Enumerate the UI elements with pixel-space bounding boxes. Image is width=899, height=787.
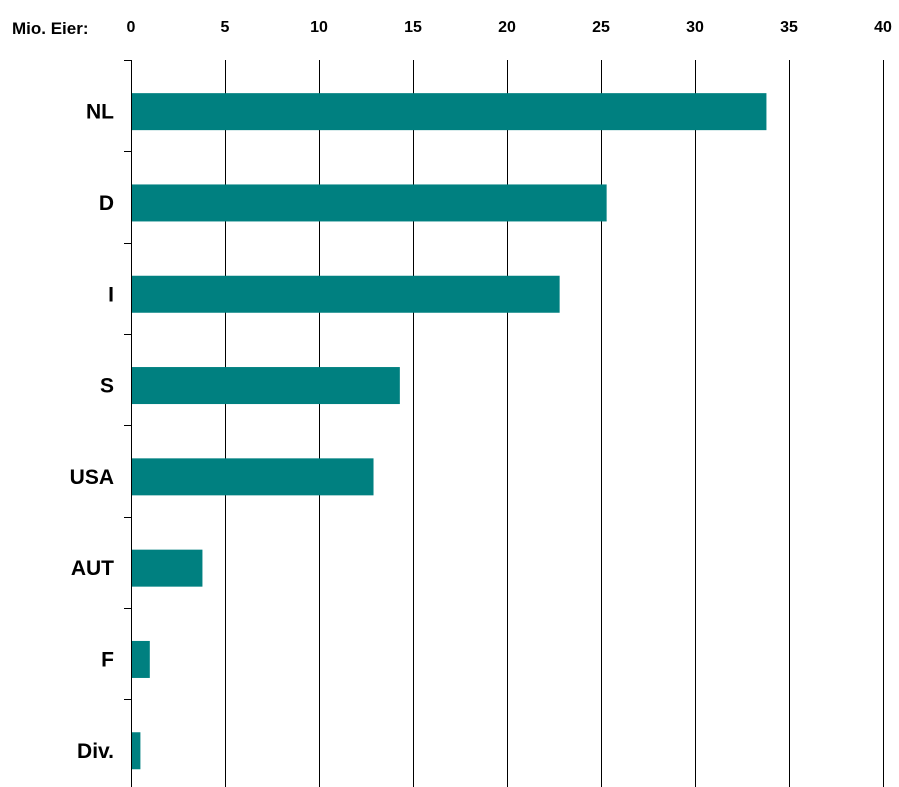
x-tick-label-40: 40 — [874, 19, 892, 36]
bar-usa — [131, 458, 374, 496]
bar-nl — [131, 93, 767, 131]
category-label-f: F — [101, 648, 114, 671]
x-tick-labels: 0 5 10 15 20 25 30 35 40 — [127, 19, 892, 36]
bar-div — [131, 732, 141, 770]
bar-d — [131, 184, 607, 222]
x-axis-unit-label: Mio. Eier: — [12, 19, 89, 38]
category-label-nl: NL — [86, 101, 114, 124]
bar-aut — [131, 549, 203, 587]
x-tick-label-5: 5 — [221, 19, 230, 36]
x-tick-label-35: 35 — [780, 19, 798, 36]
x-tick-label-30: 30 — [686, 19, 704, 36]
bars — [131, 93, 767, 770]
category-label-d: D — [99, 192, 114, 215]
x-tick-label-0: 0 — [127, 19, 136, 36]
x-tick-label-10: 10 — [310, 19, 328, 36]
category-axis — [124, 60, 132, 787]
bar-i — [131, 275, 560, 313]
bar-s — [131, 367, 400, 405]
gridlines — [225, 60, 884, 787]
x-tick-label-20: 20 — [498, 19, 516, 36]
x-tick-label-15: 15 — [404, 19, 422, 36]
bar-f — [131, 640, 150, 678]
category-label-aut: AUT — [71, 557, 114, 580]
category-label-i: I — [108, 283, 114, 306]
category-label-usa: USA — [70, 466, 114, 489]
category-label-s: S — [100, 375, 114, 398]
category-label-div: Div. — [77, 740, 114, 763]
x-tick-label-25: 25 — [592, 19, 610, 36]
category-labels: NL D I S USA AUT F Div. — [70, 101, 115, 763]
